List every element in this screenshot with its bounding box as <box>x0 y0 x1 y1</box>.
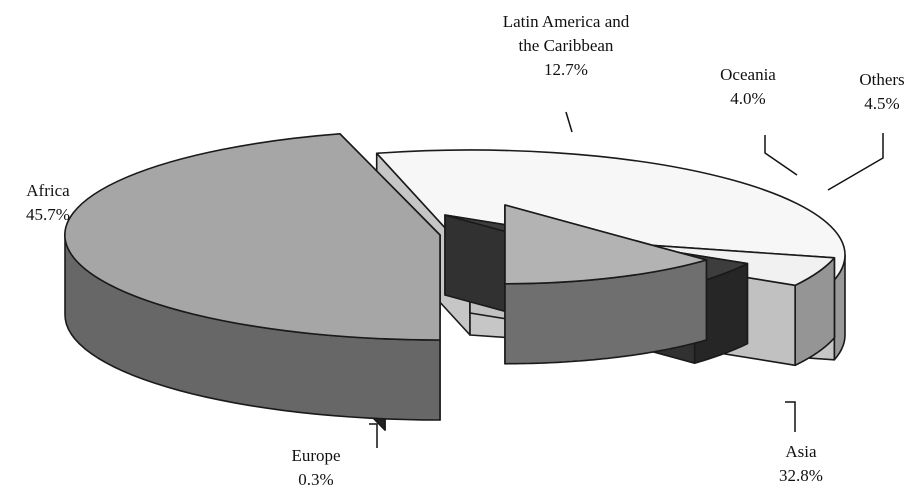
slice-name-label: Latin America and <box>503 12 630 31</box>
slice-value-label: 45.7% <box>26 205 70 224</box>
slice-label: Africa 45.7% <box>26 181 70 224</box>
leader-line <box>369 423 378 448</box>
slice-label: Europe 0.3% <box>291 446 340 489</box>
slice-latin-america-and <box>504 204 708 365</box>
leaders-layer <box>369 111 884 448</box>
slice-value-label: 4.5% <box>864 94 899 113</box>
slice-name-label: Others <box>859 70 904 89</box>
slice-name-label: Africa <box>26 181 70 200</box>
slice-africa <box>64 133 441 421</box>
slice-top <box>504 204 708 285</box>
slice-name-label: Oceania <box>720 65 776 84</box>
slices-layer <box>64 133 846 431</box>
slice-value-label: 32.8% <box>779 466 823 485</box>
slice-name-label: the Caribbean <box>519 36 614 55</box>
labels-layer: Africa 45.7% Europe 0.3% Asia 32.8% Others 4.5%… <box>26 12 905 489</box>
leader-line <box>785 401 796 432</box>
slice-top <box>64 133 441 341</box>
slice-label: Others 4.5% <box>859 70 904 113</box>
slice-name-label: Europe <box>291 446 340 465</box>
slice-value-label: 4.0% <box>730 89 765 108</box>
leader-line <box>827 133 884 191</box>
slice-label: Latin America and the Caribbean 12.7% <box>503 12 630 79</box>
slice-label: Oceania 4.0% <box>720 65 776 108</box>
slice-label: Asia 32.8% <box>779 442 823 485</box>
slice-value-label: 0.3% <box>298 470 333 489</box>
slice-name-label: Asia <box>785 442 817 461</box>
leader-line <box>565 111 573 133</box>
slice-value-label: 12.7% <box>544 60 588 79</box>
leader-line <box>764 135 798 176</box>
